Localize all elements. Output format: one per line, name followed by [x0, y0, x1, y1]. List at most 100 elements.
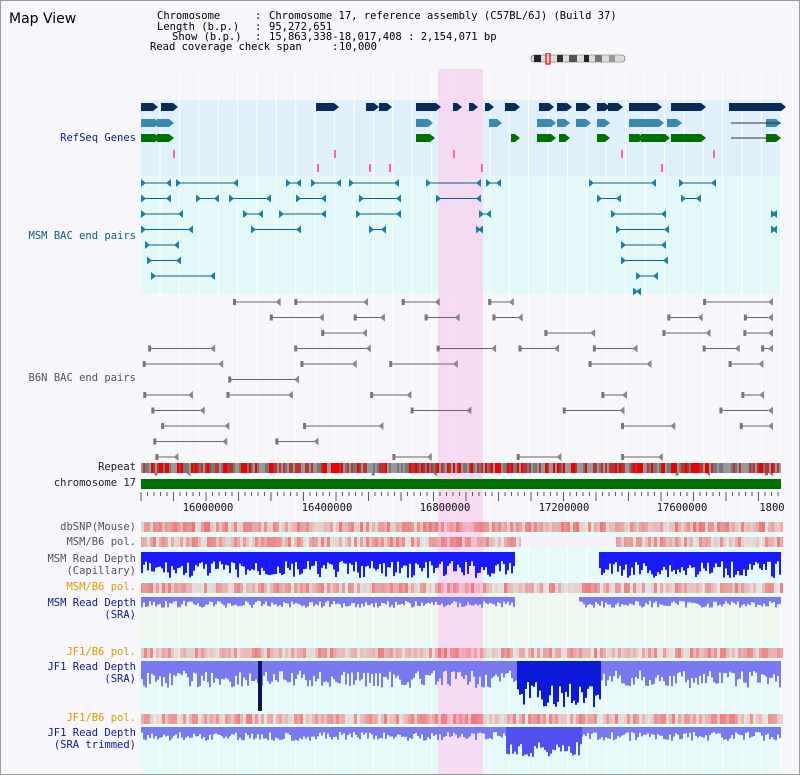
track-label-jf1-b6-pol-2[interactable]: JF1/B6 pol. [66, 712, 136, 724]
repeat-segment [673, 463, 675, 473]
depth-bar [507, 597, 509, 602]
depth-bar [351, 727, 353, 738]
pol-strip-cell [483, 714, 486, 724]
depth-bar [163, 727, 165, 735]
track-label-msm-depth-cap[interactable]: MSM Read Depth [47, 553, 136, 565]
pol-strip-cell [351, 583, 354, 593]
pol-strip-cell [345, 537, 348, 547]
track-label-repeat[interactable]: Repeat [98, 461, 136, 473]
depth-bar [467, 727, 469, 739]
gene-tick [453, 150, 455, 158]
chromosome-ideogram[interactable] [529, 53, 629, 65]
pol-strip-cell [195, 537, 198, 547]
depth-bar [771, 727, 773, 738]
depth-bar [439, 597, 441, 605]
pol-strip-cell [594, 648, 597, 658]
gene-block [729, 103, 781, 111]
pol-strip-cell [168, 714, 171, 724]
track-label-chromosome[interactable]: chromosome 17 [53, 477, 136, 489]
pol-strip-cell [507, 522, 510, 532]
repeat-segment [701, 463, 703, 473]
depth-bar [261, 552, 263, 568]
depth-bar [449, 727, 451, 738]
depth-bar [341, 552, 343, 562]
repeat-segment [595, 463, 597, 473]
pol-strip-cell [183, 583, 186, 593]
gene-block [141, 134, 155, 142]
pol-strip-cell [219, 522, 222, 532]
pol-strip-cell [759, 537, 762, 547]
pol-strip-cell [441, 714, 444, 724]
depth-bar [263, 597, 265, 605]
pol-strip-cell [510, 537, 513, 547]
depth-bar [645, 552, 647, 567]
depth-bar [397, 661, 399, 676]
depth-bar [491, 727, 493, 740]
pol-strip-cell [369, 522, 372, 532]
pol-strip-cell [264, 648, 267, 658]
depth-bar [169, 552, 171, 578]
repeat-segment [573, 463, 575, 473]
depth-bar [263, 661, 265, 676]
depth-bar [209, 661, 211, 687]
pol-strip-cell [405, 714, 408, 724]
depth-bar [291, 727, 293, 741]
pol-strip-cell [438, 648, 441, 658]
depth-bar [395, 661, 397, 678]
depth-bar [495, 597, 497, 607]
depth-bar [703, 661, 705, 675]
depth-bar [361, 727, 363, 733]
pol-strip-cell [741, 537, 744, 547]
track-label-jf1-depth[interactable]: JF1 Read Depth [47, 661, 136, 673]
gene-arrow [659, 119, 664, 127]
depth-bar [269, 552, 271, 576]
depth-bar [471, 552, 473, 562]
pol-strip-cell [402, 648, 405, 658]
depth-bar [503, 597, 505, 602]
pol-strip-cell [396, 522, 399, 532]
pol-strip-cell [597, 522, 600, 532]
depth-bar [623, 552, 625, 570]
depth-bar [741, 727, 743, 736]
depth-bar [467, 597, 469, 603]
depth-bar [695, 597, 697, 604]
pol-strip-cell [774, 522, 777, 532]
depth-bar [733, 661, 735, 674]
pol-strip-cell [504, 648, 507, 658]
track-label-jf1-trim[interactable]: JF1 Read Depth [47, 727, 136, 739]
track-label-msm-b6-pol-2[interactable]: MSM/B6 pol. [66, 581, 136, 593]
depth-bar [637, 552, 639, 565]
depth-bar [227, 597, 229, 604]
track-label-msm-b6-pol-1[interactable]: MSM/B6 pol. [66, 536, 136, 548]
pol-strip-cell [510, 714, 513, 724]
depth-bar [753, 597, 755, 603]
track-label-b6n-bac[interactable]: B6N BAC end pairs [28, 372, 136, 384]
bac-end-marker [436, 194, 441, 203]
depth-bar [379, 552, 381, 565]
pol-strip-cell [414, 522, 417, 532]
depth-bar [653, 597, 655, 603]
pol-strip-cell [765, 537, 768, 547]
pol-strip-cell [432, 714, 435, 724]
depth-bar [583, 727, 585, 735]
depth-bar [259, 552, 261, 575]
depth-bar [777, 661, 779, 676]
pol-strip-cell [435, 648, 438, 658]
repeat-segment [187, 463, 189, 473]
depth-bar [363, 727, 365, 735]
depth-bar [431, 597, 433, 603]
depth-bar [335, 727, 337, 737]
repeat-segment [563, 463, 565, 473]
track-label-msm-depth-sra[interactable]: MSM Read Depth [47, 597, 136, 609]
pol-strip-cell [732, 522, 735, 532]
track-label-refseq[interactable]: RefSeq Genes [60, 132, 136, 144]
depth-bar [195, 661, 197, 674]
track-label-jf1-b6-pol-1[interactable]: JF1/B6 pol. [66, 646, 136, 658]
repeat-segment [155, 463, 157, 473]
track-label-dbsnp[interactable]: dbSNP(Mouse) [60, 521, 136, 533]
track-label-msm-bac[interactable]: MSM BAC end pairs [28, 230, 136, 242]
depth-bar [605, 727, 607, 738]
depth-bar [775, 552, 777, 564]
depth-bar [291, 661, 293, 674]
